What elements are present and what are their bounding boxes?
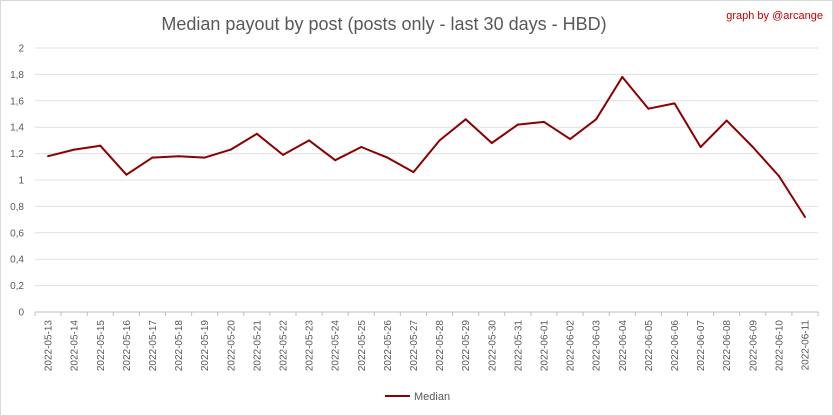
y-tick-label: 0,4: [10, 255, 24, 266]
data-point: [412, 171, 415, 174]
x-tick-label: 2022-05-16: [122, 320, 133, 372]
data-point: [360, 146, 363, 148]
data-point: [542, 120, 545, 123]
data-point: [464, 118, 467, 121]
data-point: [125, 173, 128, 176]
y-tick-label: 0,6: [10, 228, 24, 239]
x-tick-label: 2022-05-18: [174, 320, 185, 372]
gridlines: [35, 47, 818, 313]
data-point: [281, 153, 284, 156]
data-point: [177, 155, 180, 158]
data-point: [203, 156, 206, 159]
x-tick-label: 2022-05-26: [383, 320, 394, 372]
legend: Median: [385, 391, 450, 403]
data-point: [569, 138, 572, 141]
y-tick-label: 0: [18, 308, 24, 319]
y-tick-label: 0,2: [10, 281, 24, 292]
data-point: [308, 139, 311, 142]
x-tick-label: 2022-05-19: [200, 320, 211, 372]
x-tick-label: 2022-05-30: [487, 320, 498, 372]
x-tick-label: 2022-05-14: [70, 320, 81, 372]
x-tick-label: 2022-05-13: [44, 320, 55, 372]
x-tick-label: 2022-05-21: [252, 320, 263, 372]
x-tick-label: 2022-05-29: [461, 320, 472, 372]
y-tick-label: 1,8: [10, 70, 24, 81]
x-tick-label: 2022-06-05: [644, 320, 655, 372]
chart-credit: graph by @arcange: [726, 10, 823, 22]
data-point: [255, 132, 258, 135]
x-tick-label: 2022-06-02: [566, 320, 577, 372]
y-tick-label: 1,2: [10, 149, 24, 160]
x-tick-label: 2022-06-04: [618, 320, 629, 372]
y-tick-label: 1: [18, 176, 24, 187]
data-point: [673, 102, 676, 105]
x-tick-label: 2022-06-07: [696, 320, 707, 372]
x-tick-label: 2022-05-24: [331, 320, 342, 372]
data-point: [151, 156, 154, 159]
y-axis-ticks: 0 0,2 0,4 0,6 0,8 1 1,2 1,4 1,6 1,8 2: [10, 44, 24, 319]
chart-title: Median payout by post (posts only - last…: [161, 14, 606, 34]
x-tick-label: 2022-06-08: [722, 320, 733, 372]
x-axis-ticks: 2022-05-13 2022-05-14 2022-05-15 2022-05-16…: [34, 312, 819, 372]
data-point: [229, 148, 232, 151]
x-tick-label: 2022-05-17: [148, 320, 159, 372]
y-tick-label: 0,8: [10, 202, 24, 213]
data-point: [47, 155, 50, 158]
y-tick-label: 1,4: [10, 123, 24, 134]
y-tick-label: 2: [18, 44, 24, 55]
x-tick-label: 2022-05-20: [226, 320, 237, 372]
data-point: [595, 118, 598, 121]
y-tick-label: 1,6: [10, 96, 24, 107]
x-tick-label: 2022-06-09: [748, 320, 759, 372]
x-tick-label: 2022-05-15: [96, 320, 107, 372]
x-tick-label: 2022-06-06: [670, 320, 681, 372]
data-point: [386, 156, 389, 159]
data-point: [516, 123, 519, 126]
x-tick-label: 2022-05-23: [305, 320, 316, 372]
series-layer: [47, 76, 806, 218]
data-point: [647, 107, 650, 110]
data-point: [73, 148, 76, 151]
x-tick-label: 2022-05-31: [513, 320, 524, 372]
data-point: [725, 119, 728, 122]
data-point: [438, 139, 441, 142]
x-tick-label: 2022-06-10: [774, 320, 785, 372]
x-tick-label: 2022-05-25: [357, 320, 368, 372]
series-line-median: [47, 76, 806, 218]
x-tick-label: 2022-05-27: [409, 320, 420, 372]
x-tick-label: 2022-06-11: [800, 320, 811, 371]
data-point: [490, 142, 493, 145]
data-point: [334, 159, 337, 162]
x-tick-label: 2022-05-28: [435, 320, 446, 372]
data-point: [99, 144, 102, 147]
x-tick-label: 2022-05-22: [278, 320, 289, 372]
x-tick-label: 2022-06-03: [592, 320, 603, 372]
data-point: [621, 76, 624, 79]
data-point: [699, 146, 702, 148]
data-point: [751, 146, 754, 148]
data-point: [777, 175, 780, 178]
data-point: [803, 215, 806, 218]
x-tick-label: 2022-06-01: [539, 320, 550, 372]
legend-label-median: Median: [414, 391, 450, 403]
